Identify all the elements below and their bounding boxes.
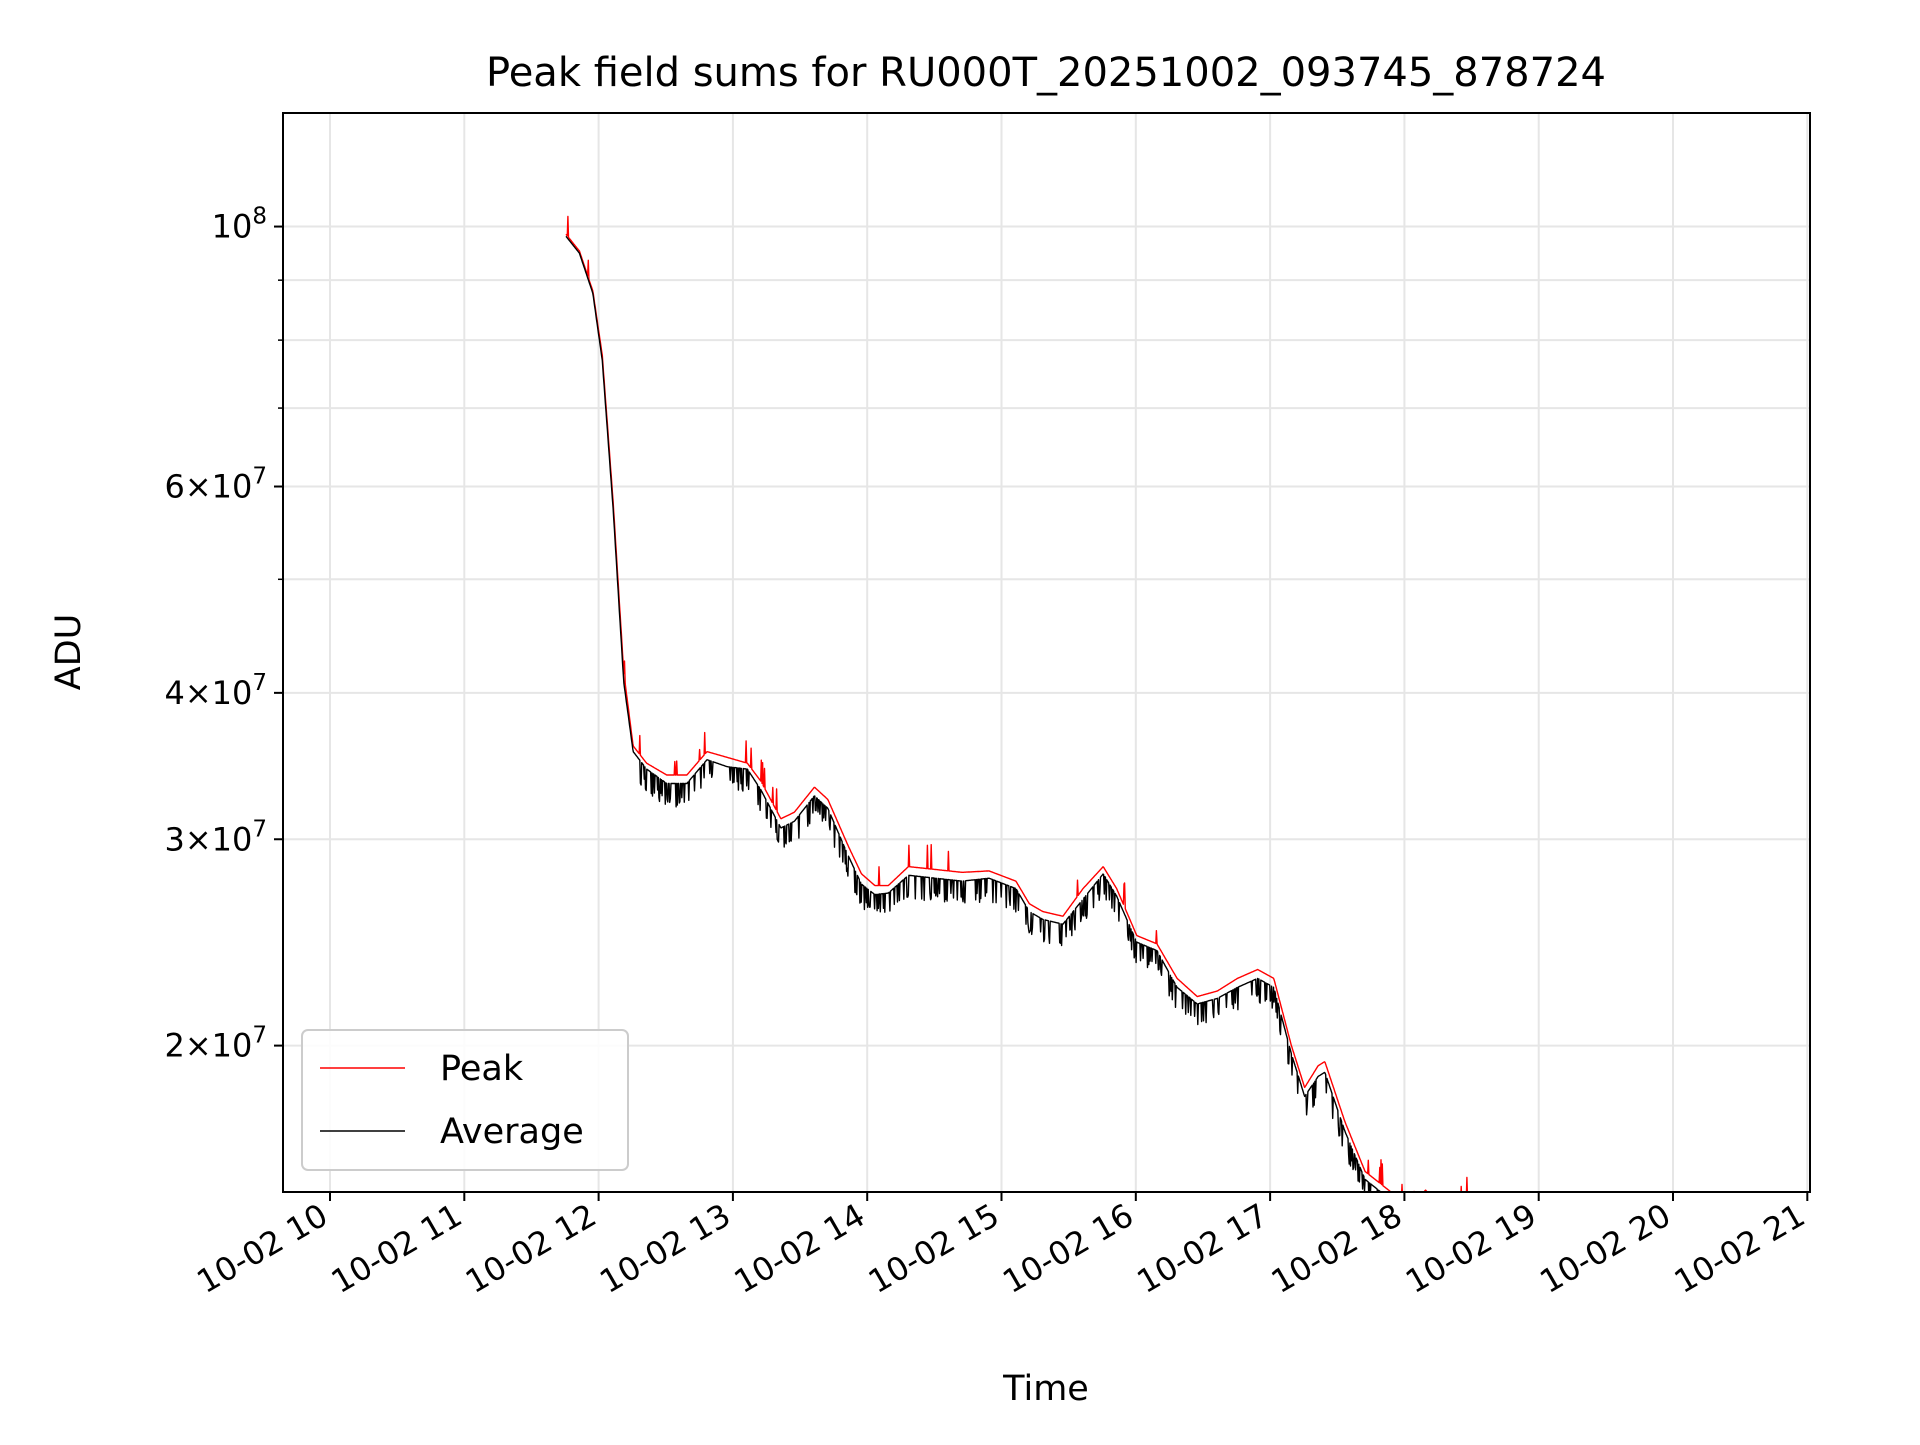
- y-tick-exponent: 7: [252, 464, 267, 490]
- y-tick-label: 108: [212, 204, 267, 246]
- legend-label-peak: Peak: [440, 1049, 524, 1089]
- series-layer: [565, 215, 1469, 1192]
- y-axis-label: ADU: [49, 614, 89, 691]
- y-tick-exponent: 8: [252, 204, 267, 230]
- legend-box: [301, 1029, 629, 1171]
- grid: [283, 113, 1810, 1192]
- series-line-peak: [565, 215, 1469, 1192]
- series-line-average: [565, 235, 1382, 1192]
- plot-frame: [282, 112, 1811, 1193]
- y-tick-label: 2×107: [164, 1023, 267, 1065]
- plot-region: [565, 215, 1469, 1192]
- legend: Peak Average: [301, 1029, 629, 1171]
- y-tick-exponent: 7: [252, 670, 267, 696]
- y-tick-label: 3×107: [164, 816, 267, 858]
- y-tick-exponent: 7: [252, 816, 267, 842]
- y-tick-exponent: 7: [252, 1023, 267, 1049]
- legend-label-average: Average: [440, 1112, 584, 1152]
- y-tick-label: 6×107: [164, 464, 267, 506]
- y-axis-ticks: 2×107 3×107 4×107 6×107 108: [164, 204, 283, 1065]
- y-tick-label: 4×107: [164, 670, 267, 712]
- x-axis-label: Time: [1002, 1369, 1089, 1409]
- chart-title: Peak field sums for RU000T_20251002_0937…: [486, 50, 1606, 96]
